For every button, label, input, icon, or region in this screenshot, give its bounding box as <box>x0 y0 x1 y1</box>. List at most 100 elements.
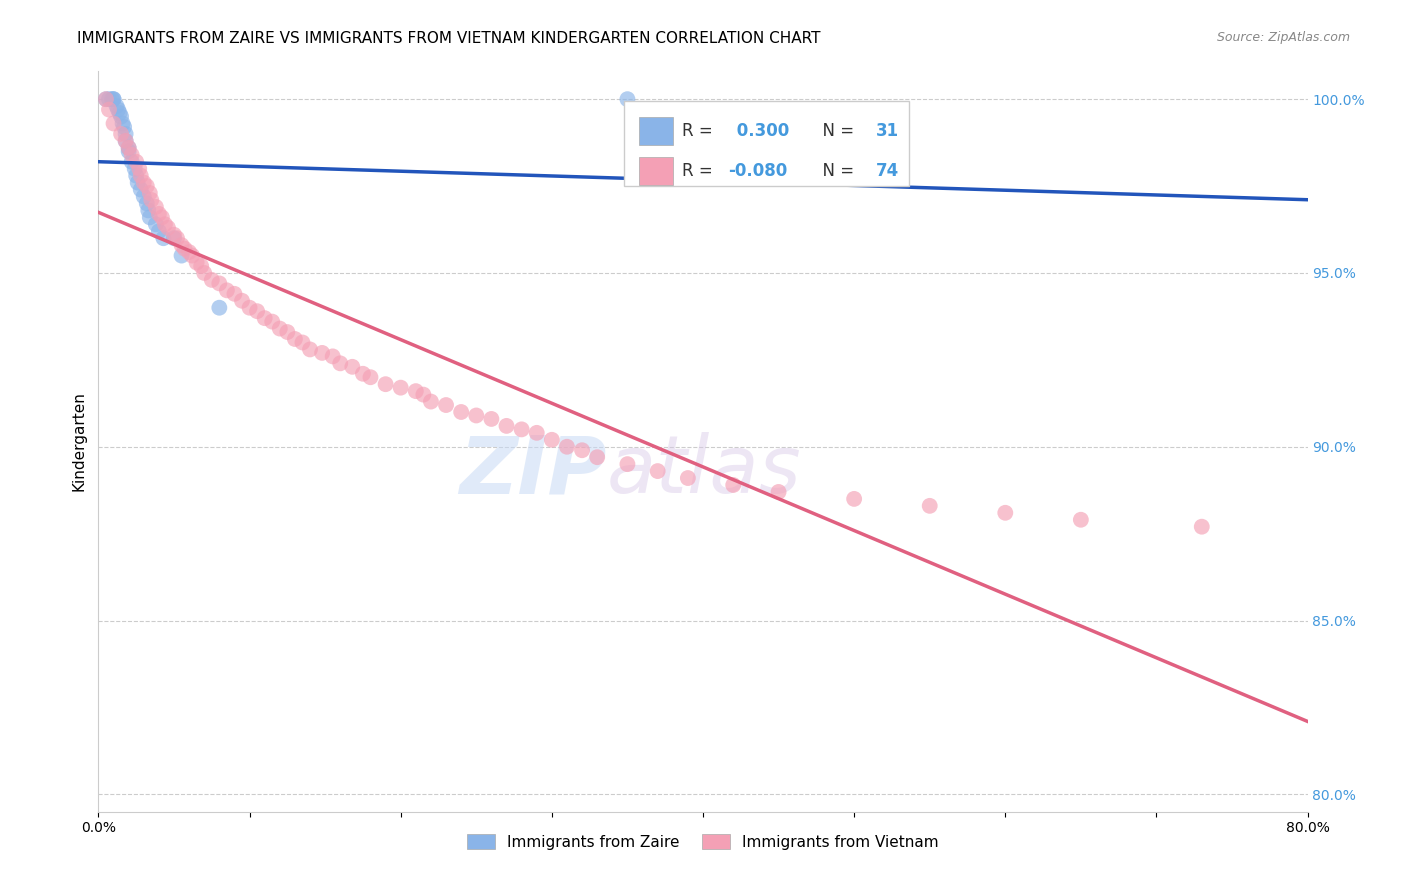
Point <box>374 377 396 392</box>
Point <box>139 186 162 200</box>
Text: N =: N = <box>811 122 859 140</box>
Point <box>105 99 128 113</box>
Point <box>253 311 276 326</box>
Point <box>114 134 136 148</box>
Bar <box>638 157 673 185</box>
Point <box>118 141 141 155</box>
Point <box>148 207 170 221</box>
Point <box>918 499 941 513</box>
Point <box>150 211 173 225</box>
Text: 0.300: 0.300 <box>731 122 789 140</box>
Point <box>231 293 253 308</box>
Point <box>190 259 212 273</box>
Point <box>768 485 790 500</box>
Text: atlas: atlas <box>606 432 801 510</box>
Point <box>526 425 548 440</box>
Point <box>103 116 125 130</box>
Point <box>405 384 427 398</box>
Point <box>540 433 562 447</box>
Point <box>98 92 121 106</box>
Point <box>124 161 146 176</box>
Point <box>450 405 472 419</box>
Point <box>291 335 314 350</box>
Point <box>110 110 132 124</box>
Point <box>94 92 117 106</box>
Point <box>135 179 157 194</box>
Point <box>107 103 129 117</box>
Point <box>166 231 188 245</box>
Point <box>434 398 457 412</box>
Bar <box>638 117 673 145</box>
Point <box>170 238 193 252</box>
Point <box>495 418 517 433</box>
Point <box>173 242 195 256</box>
Point <box>555 440 578 454</box>
Point <box>145 200 167 214</box>
Point <box>136 203 159 218</box>
Point <box>208 301 231 315</box>
Point <box>224 286 246 301</box>
Text: Source: ZipAtlas.com: Source: ZipAtlas.com <box>1216 31 1350 45</box>
Point <box>329 356 352 370</box>
Point <box>181 249 204 263</box>
Point <box>103 92 125 106</box>
Point <box>118 145 141 159</box>
Y-axis label: Kindergarten: Kindergarten <box>72 392 87 491</box>
Point <box>1070 513 1092 527</box>
Point <box>110 127 132 141</box>
Point <box>139 211 162 225</box>
Point <box>360 370 382 384</box>
Point <box>125 154 148 169</box>
Point <box>342 359 364 374</box>
Point <box>121 148 143 162</box>
Point <box>352 367 374 381</box>
Text: ZIP: ZIP <box>458 432 606 510</box>
Point <box>465 409 488 423</box>
Point <box>571 443 593 458</box>
Point <box>129 169 152 183</box>
Point <box>127 176 149 190</box>
Point <box>103 92 125 106</box>
Point <box>135 196 157 211</box>
FancyBboxPatch shape <box>624 101 908 186</box>
Point <box>118 141 141 155</box>
Point <box>98 103 121 117</box>
Point <box>844 491 866 506</box>
Point <box>510 422 533 436</box>
Text: IMMIGRANTS FROM ZAIRE VS IMMIGRANTS FROM VIETNAM KINDERGARTEN CORRELATION CHART: IMMIGRANTS FROM ZAIRE VS IMMIGRANTS FROM… <box>77 31 821 46</box>
Point <box>170 249 193 263</box>
Point <box>114 127 136 141</box>
Text: R =: R = <box>682 122 718 140</box>
Point <box>616 92 638 106</box>
Point <box>153 217 176 231</box>
Point <box>114 134 136 148</box>
Point <box>121 154 143 169</box>
Point <box>128 161 150 176</box>
Point <box>420 394 443 409</box>
Point <box>723 478 745 492</box>
Point <box>163 227 186 242</box>
Point <box>262 315 284 329</box>
Point <box>94 92 117 106</box>
Point <box>647 464 669 478</box>
Point <box>101 92 124 106</box>
Point <box>125 169 148 183</box>
Point <box>129 182 152 196</box>
Text: N =: N = <box>811 161 859 180</box>
Point <box>112 120 135 134</box>
Point <box>586 450 609 465</box>
Point <box>239 301 262 315</box>
Text: 74: 74 <box>876 161 900 180</box>
Point <box>481 412 503 426</box>
Point <box>208 277 231 291</box>
Point <box>215 283 238 297</box>
Point <box>186 255 208 269</box>
Point <box>299 343 322 357</box>
Point <box>284 332 307 346</box>
Point <box>141 193 163 207</box>
Point <box>201 273 224 287</box>
Point <box>994 506 1017 520</box>
Point <box>152 231 174 245</box>
Point <box>145 217 167 231</box>
Point <box>148 224 170 238</box>
